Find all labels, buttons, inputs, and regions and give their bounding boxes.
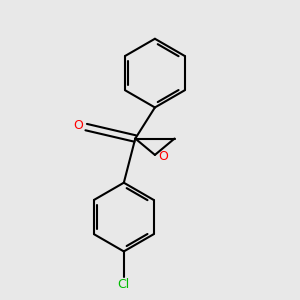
Text: Cl: Cl — [118, 278, 130, 291]
Text: O: O — [73, 119, 83, 132]
Text: O: O — [158, 150, 168, 163]
